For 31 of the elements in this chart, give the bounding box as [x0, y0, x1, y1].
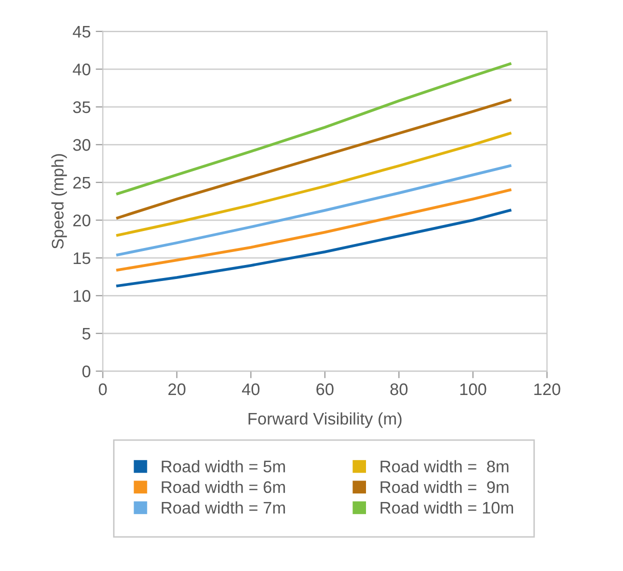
y-tick-label: 15: [74, 252, 90, 264]
legend-label: Road width = 7m: [162, 501, 285, 514]
x-tick-label: 100: [460, 383, 486, 396]
x-tick-label: 0: [98, 383, 107, 396]
line-series: [116, 188, 512, 272]
legend-label: Road width = 10m: [380, 501, 514, 514]
line-series: [116, 164, 512, 256]
y-tick-label: 40: [72, 64, 90, 76]
y-tick-label: 10: [74, 290, 90, 302]
x-tick-label: 20: [168, 383, 186, 396]
x-axis-title: Forward Visibility (m): [248, 412, 402, 428]
x-tick-label: 120: [534, 383, 560, 396]
y-tick-label: 25: [73, 176, 90, 189]
line-series: [116, 98, 512, 220]
x-tick-label: 80: [390, 383, 408, 396]
y-tick-label: 20: [73, 214, 90, 226]
y-tick-label: 0: [82, 366, 90, 378]
line-series: [116, 208, 512, 288]
x-tick-label: 40: [242, 383, 260, 396]
legend-label: Road width = 6m: [162, 480, 285, 494]
x-tick-label: 60: [316, 383, 334, 396]
y-tick-label: 5: [82, 328, 90, 340]
legend-label: Road width = 8m: [380, 460, 508, 472]
legend-label: Road width = 5m: [162, 460, 285, 472]
y-tick-label: 30: [73, 139, 90, 151]
y-tick-label: 35: [73, 101, 90, 114]
line-series: [116, 132, 512, 237]
legend-label: Road width = 9m: [380, 480, 508, 494]
y-axis-title: Speed (mph): [51, 154, 67, 249]
y-tick-label: 45: [72, 26, 90, 38]
line-series: [116, 62, 512, 196]
